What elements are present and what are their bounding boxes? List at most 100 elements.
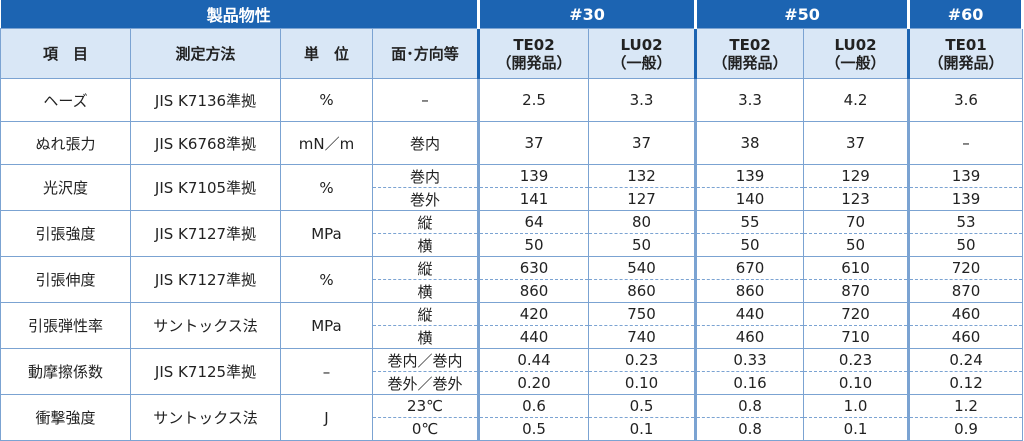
item: ぬれ張力 — [0, 121, 131, 165]
condition: 巻内／巻内 — [371, 348, 480, 372]
value: 0.5 — [477, 417, 590, 441]
item: ヘーズ — [0, 78, 131, 122]
value: 37 — [477, 121, 590, 165]
value: 139 — [477, 164, 590, 188]
item: 動摩擦係数 — [0, 348, 131, 395]
value: 610 — [803, 256, 910, 280]
product-name: TE02 — [513, 35, 555, 54]
column-header: 単 位 — [280, 28, 373, 79]
group-header: #50 — [694, 0, 911, 29]
unit: % — [280, 256, 373, 303]
value: 420 — [477, 302, 590, 326]
value: 0.16 — [694, 371, 805, 395]
value: 0.6 — [477, 394, 590, 418]
value: 670 — [694, 256, 805, 280]
value: 720 — [907, 256, 1024, 280]
condition: 横 — [371, 279, 480, 303]
condition: 巻外／巻外 — [371, 371, 480, 395]
product-name: LU02 — [834, 35, 877, 54]
group-header: #30 — [477, 0, 698, 29]
value: 0.33 — [694, 348, 805, 372]
subheader-row: 項 目測定方法単 位面･方向等 TE02 （開発品） LU02 （一般） TE02 （開発品… — [0, 28, 1024, 79]
condition: 横 — [371, 325, 480, 349]
value: 37 — [588, 121, 697, 165]
data-row: ヘーズ JIS K7136準拠% –2.5 3.3 3.3 4.2 3.6 — [0, 78, 1024, 122]
method: JIS K7127準拠 — [130, 210, 281, 257]
unit: % — [280, 164, 373, 211]
data-row: 衝撃強度 サントックス法 J 23℃ 0.6 0.5 0.8 1.0 1.2 — [0, 394, 1024, 441]
value: 3.3 — [694, 78, 805, 122]
data-row: 引張強度 JIS K7127準拠 MPa 縦 64 80 55 70 53 — [0, 210, 1024, 257]
condition: 巻内 — [371, 164, 480, 188]
value: 460 — [907, 302, 1024, 326]
value: 0.20 — [477, 371, 590, 395]
unit: % — [280, 78, 373, 122]
method: JIS K7136準拠 — [130, 78, 281, 122]
method: JIS K7125準拠 — [130, 348, 281, 395]
value: 0.8 — [694, 417, 805, 441]
data-row: 横 440 740 460 710 460 — [1, 325, 1024, 349]
value: 132 — [588, 164, 697, 188]
value: 139 — [907, 164, 1024, 188]
data-row: 動摩擦係数 JIS K7125準拠 – 巻内／巻内 0.44 0.23 0.33 0.23 0.… — [0, 348, 1024, 395]
data-row: 横 50 50 50 50 50 — [1, 233, 1024, 257]
method: JIS K6768準拠 — [130, 121, 281, 165]
value: 0.10 — [803, 371, 910, 395]
column-header: 項 目 — [0, 28, 131, 79]
value: 0.24 — [907, 348, 1024, 372]
unit: MPa — [280, 210, 373, 257]
value: 0.12 — [907, 371, 1024, 395]
value: 3.6 — [907, 78, 1024, 122]
value: 440 — [477, 325, 590, 349]
value: 870 — [803, 279, 910, 303]
product-header: LU02 （一般） — [588, 28, 697, 79]
condition: 縦 — [371, 256, 480, 280]
value: 53 — [907, 210, 1024, 234]
item: 引張伸度 — [0, 256, 131, 303]
value: 139 — [907, 187, 1024, 211]
product-name: LU02 — [620, 35, 663, 54]
condition: 23℃ — [371, 394, 480, 418]
value: 1.0 — [803, 394, 910, 418]
value: 123 — [803, 187, 910, 211]
condition: 0℃ — [371, 417, 480, 441]
value: 50 — [803, 233, 910, 257]
value: 4.2 — [803, 78, 910, 122]
method: サントックス法 — [130, 302, 281, 349]
value: 630 — [477, 256, 590, 280]
value: 0.8 — [694, 394, 805, 418]
value: 64 — [477, 210, 590, 234]
condition: 縦 — [371, 302, 480, 326]
product-name: TE01 — [945, 35, 987, 54]
product-header: TE01 （開発品） — [907, 28, 1024, 79]
product-note: （開発品） — [928, 53, 1004, 72]
value: 0.5 — [588, 394, 697, 418]
product-header: TE02 （開発品） — [694, 28, 805, 79]
value: 440 — [694, 302, 805, 326]
value: 50 — [477, 233, 590, 257]
method: サントックス法 — [130, 394, 281, 441]
value: 2.5 — [477, 78, 590, 122]
method: JIS K7127準拠 — [130, 256, 281, 303]
value: 127 — [588, 187, 697, 211]
unit: J — [280, 394, 373, 441]
value: 540 — [588, 256, 697, 280]
value: 720 — [803, 302, 910, 326]
unit: – — [280, 348, 373, 395]
value: – — [907, 121, 1024, 165]
value: 860 — [694, 279, 805, 303]
value: 0.23 — [803, 348, 910, 372]
data-row: 光沢度 JIS K7105準拠% 巻内 139 132 139 129 139 — [0, 164, 1024, 211]
value: 141 — [477, 187, 590, 211]
product-name: TE02 — [729, 35, 771, 54]
value: 0.44 — [477, 348, 590, 372]
table-title: 製品物性 — [0, 0, 481, 29]
value: 0.1 — [803, 417, 910, 441]
value: 710 — [803, 325, 910, 349]
condition: 巻内 — [371, 121, 480, 165]
value: 129 — [803, 164, 910, 188]
condition: 縦 — [371, 210, 480, 234]
item: 引張強度 — [0, 210, 131, 257]
